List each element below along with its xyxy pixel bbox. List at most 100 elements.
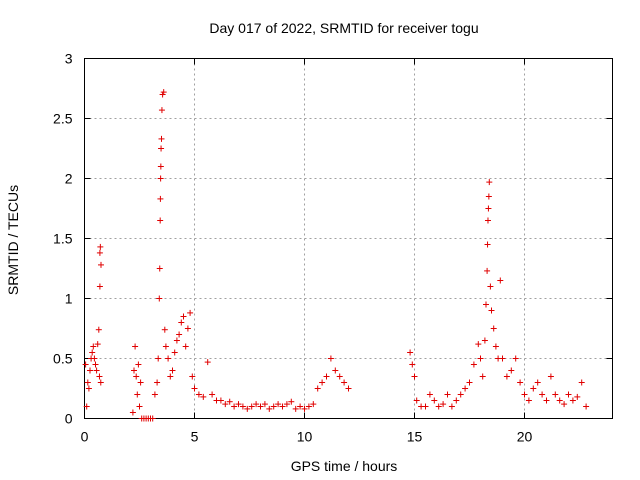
data-point (411, 373, 418, 380)
data-point (279, 403, 286, 410)
data-point (484, 217, 491, 224)
data-point (578, 379, 585, 386)
y-tick-label: 2.5 (53, 111, 73, 127)
data-point (222, 401, 229, 408)
data-point (481, 337, 488, 344)
data-point (407, 349, 414, 356)
y-tick-label: 1.5 (53, 231, 73, 247)
y-tick-label: 2 (65, 171, 73, 187)
data-point (133, 373, 140, 380)
data-point (97, 379, 104, 386)
data-point (96, 373, 103, 380)
data-point (323, 373, 330, 380)
y-tick-label: 3 (65, 51, 73, 67)
data-point (266, 405, 273, 412)
data-point (426, 391, 433, 398)
data-point (485, 205, 492, 212)
data-point (435, 403, 442, 410)
data-point (257, 403, 264, 410)
data-point (85, 385, 92, 392)
data-point (490, 325, 497, 332)
data-point (499, 355, 506, 362)
data-point (301, 405, 308, 412)
data-point (217, 397, 224, 404)
data-point (479, 373, 486, 380)
y-tick-label: 1 (65, 291, 73, 307)
data-point (270, 403, 277, 410)
data-point (530, 385, 537, 392)
data-point (173, 337, 180, 344)
data-point (310, 401, 317, 408)
data-point (305, 403, 312, 410)
y-tick-label: 0.5 (53, 351, 73, 367)
data-point (297, 403, 304, 410)
data-point (422, 403, 429, 410)
data-point (95, 326, 102, 333)
y-tick-label: 0 (65, 411, 73, 427)
data-point (156, 265, 163, 272)
x-axis-label: GPS time / hours (291, 458, 398, 474)
data-point (508, 367, 515, 374)
data-point (180, 313, 187, 320)
data-point (457, 391, 464, 398)
data-point (155, 355, 162, 362)
data-point (485, 193, 492, 200)
data-point (135, 361, 142, 368)
data-point (156, 295, 163, 302)
data-point (132, 343, 139, 350)
data-point (209, 391, 216, 398)
data-point (332, 367, 339, 374)
data-point (261, 401, 268, 408)
data-point (470, 361, 477, 368)
data-point (327, 355, 334, 362)
data-point (136, 403, 143, 410)
data-point (82, 361, 89, 368)
data-point (226, 398, 233, 405)
data-point (486, 179, 493, 186)
data-point (453, 397, 460, 404)
data-point (484, 267, 491, 274)
data-point (158, 145, 165, 152)
data-point (319, 379, 326, 386)
data-point (413, 397, 420, 404)
data-point (176, 331, 183, 338)
data-point (547, 373, 554, 380)
data-point (525, 397, 532, 404)
data-point (157, 163, 164, 170)
data-point (149, 415, 156, 422)
data-point (89, 349, 96, 356)
data-point (90, 343, 97, 350)
data-point (431, 397, 438, 404)
data-point (98, 261, 104, 268)
data-point (158, 135, 165, 142)
data-point (552, 391, 559, 398)
data-point (497, 277, 504, 284)
data-point (492, 343, 499, 350)
chart-title: Day 017 of 2022, SRMTID for receiver tog… (209, 20, 478, 36)
data-point (160, 89, 167, 96)
data-point (195, 391, 202, 398)
axis-ticks: 0 0.5 1 1.5 2 2.5 3 0 5 10 15 20 (53, 51, 613, 445)
data-point (543, 397, 550, 404)
data-point (91, 355, 98, 362)
data-point (162, 343, 169, 350)
data-point (466, 379, 473, 386)
data-point (92, 361, 99, 368)
data-points (82, 89, 590, 422)
data-point (341, 379, 348, 386)
data-point (157, 195, 164, 202)
data-point (488, 307, 495, 314)
data-point (444, 391, 451, 398)
data-point (151, 391, 158, 398)
data-point (483, 301, 489, 308)
data-point (96, 249, 103, 256)
data-point (288, 398, 295, 405)
data-point (187, 309, 194, 316)
data-point (521, 391, 528, 398)
data-point (154, 379, 161, 386)
data-point (569, 397, 576, 404)
data-point (131, 367, 137, 374)
x-tick-label: 20 (517, 429, 533, 445)
data-point (96, 283, 103, 290)
